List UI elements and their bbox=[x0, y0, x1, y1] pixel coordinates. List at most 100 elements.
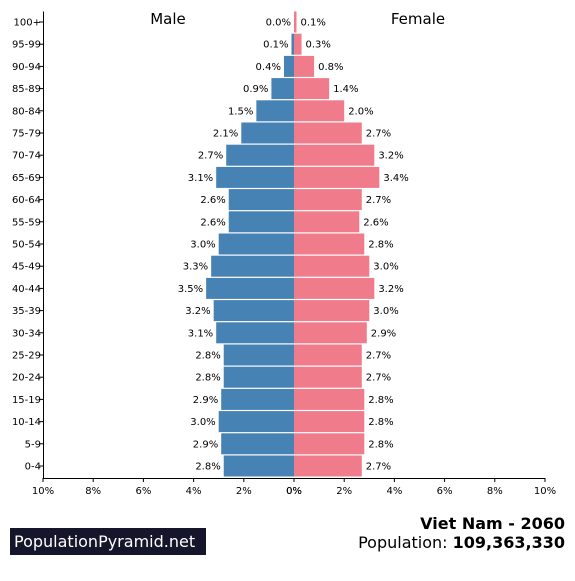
female-bar-20-24 bbox=[294, 366, 362, 388]
female-bar-65-69 bbox=[294, 166, 380, 188]
female-value-label: 2.9% bbox=[371, 328, 396, 339]
x-tick-label: 10% bbox=[32, 486, 54, 497]
male-value-label: 3.2% bbox=[185, 306, 210, 317]
female-value-label: 2.7% bbox=[366, 195, 391, 206]
x-tick-label: 8% bbox=[85, 486, 101, 497]
female-value-label: 0.3% bbox=[306, 40, 331, 51]
age-group-label: 90-94 bbox=[12, 62, 41, 73]
female-value-label: 3.0% bbox=[373, 306, 398, 317]
female-bar-60-64 bbox=[294, 189, 362, 211]
male-bar-95-99 bbox=[291, 33, 294, 55]
age-group-label: 10-14 bbox=[12, 417, 41, 428]
age-group-label: 35-39 bbox=[12, 306, 41, 317]
male-value-label: 3.1% bbox=[188, 173, 213, 184]
male-value-label: 3.0% bbox=[190, 240, 215, 251]
male-value-label: 2.6% bbox=[200, 195, 225, 206]
male-bar-65-69 bbox=[216, 166, 294, 188]
male-value-label: 3.0% bbox=[190, 417, 215, 428]
x-tick-label: 4% bbox=[186, 486, 202, 497]
x-tick-label: 2% bbox=[236, 486, 252, 497]
male-value-label: 2.7% bbox=[198, 151, 223, 162]
population-pyramid-chart: 2.8% 2.7% 2.9% 2.8% 3.0% 2.8% 2.9% 2.8% 2.8% 2.7%… bbox=[12, 10, 556, 497]
male-bar-75-79 bbox=[241, 122, 294, 144]
female-value-label: 0.1% bbox=[301, 18, 326, 29]
age-group-label: 25-29 bbox=[12, 351, 41, 362]
female-bar-10-14 bbox=[294, 411, 365, 433]
female-value-label: 2.7% bbox=[366, 373, 391, 384]
age-group-label: 15-19 bbox=[12, 395, 41, 406]
male-value-label: 0.9% bbox=[243, 84, 268, 95]
x-tick-label: 2% bbox=[336, 486, 352, 497]
male-bar-85-89 bbox=[271, 78, 294, 100]
female-value-label: 3.2% bbox=[378, 284, 403, 295]
country-year-title: Viet Nam - 2060 bbox=[420, 514, 565, 533]
male-value-label: 0.0% bbox=[266, 18, 291, 29]
population-label: Population: bbox=[358, 533, 448, 552]
male-bar-35-39 bbox=[213, 300, 294, 322]
male-bar-70-74 bbox=[226, 144, 294, 166]
age-group-label: 5-9 bbox=[25, 439, 41, 450]
female-bar-0-4 bbox=[294, 455, 362, 477]
female-bar-45-49 bbox=[294, 255, 370, 277]
x-tick-label: 10% bbox=[534, 486, 556, 497]
x-tick-label: 0% bbox=[286, 486, 302, 497]
female-value-label: 2.8% bbox=[368, 439, 393, 450]
male-bar-5-9 bbox=[221, 433, 294, 455]
age-group-label: 50-54 bbox=[12, 240, 41, 251]
male-bar-55-59 bbox=[228, 211, 294, 233]
male-value-label: 0.1% bbox=[263, 40, 288, 51]
male-bar-60-64 bbox=[228, 189, 294, 211]
x-tick-label: 6% bbox=[437, 486, 453, 497]
x-tick-label: 4% bbox=[386, 486, 402, 497]
x-tick-label: 6% bbox=[135, 486, 151, 497]
population-value: 109,363,330 bbox=[452, 533, 565, 552]
male-value-label: 0.4% bbox=[256, 62, 281, 73]
population-total: Population: 109,363,330 bbox=[358, 533, 565, 552]
male-value-label: 2.8% bbox=[195, 351, 220, 362]
male-bar-15-19 bbox=[221, 388, 294, 410]
male-bar-45-49 bbox=[211, 255, 294, 277]
male-bar-80-84 bbox=[256, 100, 294, 122]
male-bar-40-44 bbox=[206, 277, 294, 299]
female-value-label: 1.4% bbox=[333, 84, 358, 95]
female-bar-55-59 bbox=[294, 211, 360, 233]
female-bar-15-19 bbox=[294, 388, 365, 410]
female-bar-90-94 bbox=[294, 55, 315, 77]
age-group-label: 80-84 bbox=[12, 106, 41, 117]
age-group-label: 85-89 bbox=[12, 84, 41, 95]
age-group-label: 65-69 bbox=[12, 173, 41, 184]
male-bar-25-29 bbox=[223, 344, 294, 366]
female-value-label: 0.8% bbox=[318, 62, 343, 73]
female-bar-85-89 bbox=[294, 78, 330, 100]
female-bar-95-99 bbox=[294, 33, 302, 55]
male-value-label: 2.6% bbox=[200, 217, 225, 228]
male-bar-50-54 bbox=[218, 233, 294, 255]
male-bar-10-14 bbox=[218, 411, 294, 433]
age-group-label: 30-34 bbox=[12, 328, 41, 339]
age-group-label: 70-74 bbox=[12, 151, 41, 162]
female-value-label: 2.6% bbox=[363, 217, 388, 228]
male-value-label: 3.3% bbox=[183, 262, 208, 273]
male-value-label: 3.5% bbox=[178, 284, 203, 295]
female-value-label: 2.7% bbox=[366, 462, 391, 473]
female-value-label: 2.0% bbox=[348, 106, 373, 117]
male-value-label: 3.1% bbox=[188, 328, 213, 339]
female-bar-75-79 bbox=[294, 122, 362, 144]
female-value-label: 2.8% bbox=[368, 417, 393, 428]
age-group-label: 75-79 bbox=[12, 129, 41, 140]
female-value-label: 2.7% bbox=[366, 129, 391, 140]
male-value-label: 1.5% bbox=[228, 106, 253, 117]
female-bar-30-34 bbox=[294, 322, 367, 344]
female-value-label: 3.2% bbox=[378, 151, 403, 162]
male-value-label: 2.9% bbox=[193, 395, 218, 406]
female-bar-80-84 bbox=[294, 100, 345, 122]
female-value-label: 2.8% bbox=[368, 395, 393, 406]
female-bar-70-74 bbox=[294, 144, 375, 166]
female-value-label: 2.8% bbox=[368, 240, 393, 251]
male-value-label: 2.8% bbox=[195, 373, 220, 384]
male-value-label: 2.1% bbox=[213, 129, 238, 140]
male-value-label: 2.8% bbox=[195, 462, 220, 473]
site-brand[interactable]: PopulationPyramid.net bbox=[10, 528, 206, 555]
age-group-label: 100+ bbox=[14, 18, 41, 29]
female-value-label: 3.4% bbox=[383, 173, 408, 184]
